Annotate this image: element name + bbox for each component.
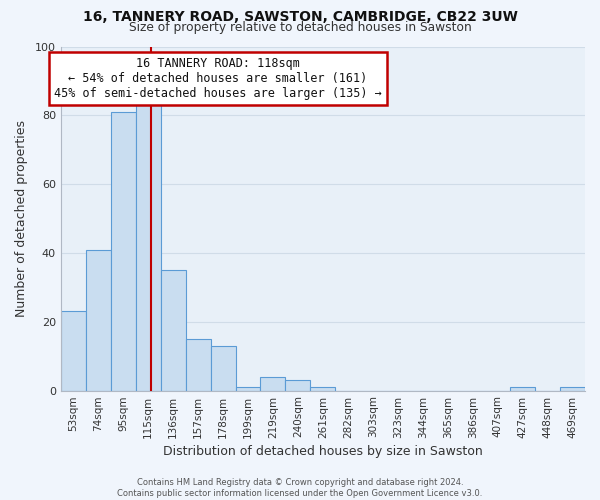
Text: 16, TANNERY ROAD, SAWSTON, CAMBRIDGE, CB22 3UW: 16, TANNERY ROAD, SAWSTON, CAMBRIDGE, CB… xyxy=(83,10,517,24)
X-axis label: Distribution of detached houses by size in Sawston: Distribution of detached houses by size … xyxy=(163,444,483,458)
Text: Contains HM Land Registry data © Crown copyright and database right 2024.
Contai: Contains HM Land Registry data © Crown c… xyxy=(118,478,482,498)
Bar xyxy=(260,377,286,390)
Bar xyxy=(111,112,136,390)
Text: 16 TANNERY ROAD: 118sqm
← 54% of detached houses are smaller (161)
45% of semi-d: 16 TANNERY ROAD: 118sqm ← 54% of detache… xyxy=(54,57,382,100)
Bar xyxy=(161,270,185,390)
Bar xyxy=(185,339,211,390)
Bar xyxy=(211,346,236,391)
Bar xyxy=(560,387,585,390)
Bar xyxy=(136,98,161,390)
Bar xyxy=(236,387,260,390)
Bar xyxy=(510,387,535,390)
Bar xyxy=(86,250,111,390)
Bar xyxy=(310,387,335,390)
Bar xyxy=(286,380,310,390)
Bar xyxy=(61,312,86,390)
Y-axis label: Number of detached properties: Number of detached properties xyxy=(15,120,28,317)
Text: Size of property relative to detached houses in Sawston: Size of property relative to detached ho… xyxy=(128,21,472,34)
